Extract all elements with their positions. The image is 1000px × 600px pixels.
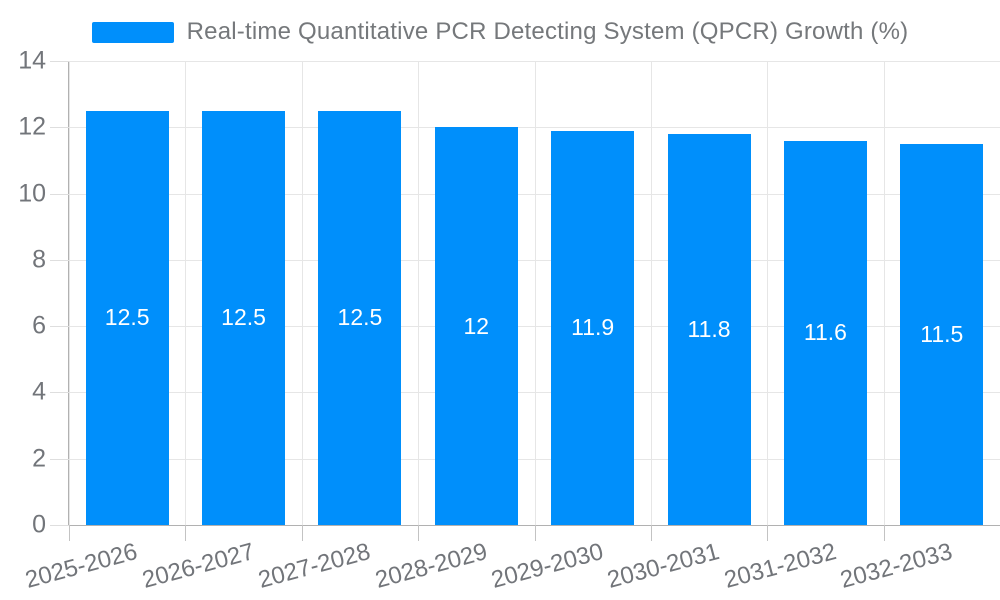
y-tick (50, 458, 69, 460)
x-tick (69, 525, 70, 541)
x-tick (883, 525, 885, 541)
x-axis-label: 2029-2030 (488, 538, 607, 594)
y-axis-label: 12 (18, 112, 46, 141)
x-tick (418, 525, 420, 541)
v-gridline (650, 61, 652, 525)
bar-value-label: 11.9 (571, 314, 615, 341)
v-gridline (883, 61, 885, 525)
bar[interactable]: 12.5 (85, 110, 169, 525)
x-tick (185, 525, 187, 541)
bar[interactable]: 11.8 (667, 133, 751, 525)
x-axis-label: 2027-2028 (255, 538, 374, 594)
bar-value-label: 11.8 (687, 315, 731, 342)
y-tick (50, 193, 69, 195)
bar-value-label: 12.5 (337, 304, 383, 331)
x-tick (301, 525, 303, 541)
v-gridline (185, 61, 187, 525)
legend-swatch (91, 21, 174, 43)
x-axis-label: 2030-2031 (604, 538, 723, 594)
v-gridline (69, 61, 70, 525)
x-axis-label: 2025-2026 (22, 538, 141, 594)
x-axis-label: 2026-2027 (139, 538, 258, 594)
x-axis-label: 2028-2029 (371, 538, 490, 594)
v-gridline (301, 61, 303, 525)
bar[interactable]: 11.9 (551, 130, 635, 525)
y-tick (50, 392, 69, 394)
y-axis-label: 2 (32, 444, 46, 473)
bar-value-label: 11.6 (803, 319, 847, 346)
y-axis-label: 8 (32, 245, 46, 274)
bar[interactable]: 12.5 (202, 110, 286, 525)
bar[interactable]: 11.6 (783, 140, 867, 525)
x-tick (534, 525, 536, 541)
x-tick (650, 525, 652, 541)
y-tick (50, 326, 69, 328)
y-tick (50, 259, 69, 261)
y-axis-label: 14 (18, 46, 46, 75)
y-axis-label: 0 (32, 510, 46, 539)
y-tick (50, 127, 69, 129)
bar[interactable]: 12.5 (318, 110, 402, 525)
v-gridline (418, 61, 420, 525)
bar-value-label: 12 (463, 312, 490, 339)
v-gridline (767, 61, 769, 525)
bar-value-label: 11.5 (920, 320, 964, 347)
bar-value-label: 12.5 (104, 304, 150, 331)
plot-area: 12.5 12.5 12.5 12 11.9 11.8 11.6 11.5 (50, 61, 1000, 541)
x-axis-label: 2031-2032 (721, 538, 839, 594)
y-tick (50, 61, 69, 62)
y-axis-label: 4 (32, 377, 46, 406)
x-tick (767, 525, 769, 541)
v-gridline (534, 61, 536, 525)
bar-value-label: 12.5 (221, 304, 266, 331)
y-tick (50, 525, 69, 526)
y-axis-label: 10 (18, 179, 46, 208)
bar[interactable]: 12 (434, 127, 518, 525)
y-axis-label: 6 (32, 311, 46, 340)
legend-label: Real-time Quantitative PCR Detecting Sys… (186, 18, 909, 45)
legend[interactable]: Real-time Quantitative PCR Detecting Sys… (0, 18, 1000, 46)
bar[interactable]: 11.5 (900, 143, 984, 525)
x-axis-label: 2032-2033 (837, 538, 956, 594)
